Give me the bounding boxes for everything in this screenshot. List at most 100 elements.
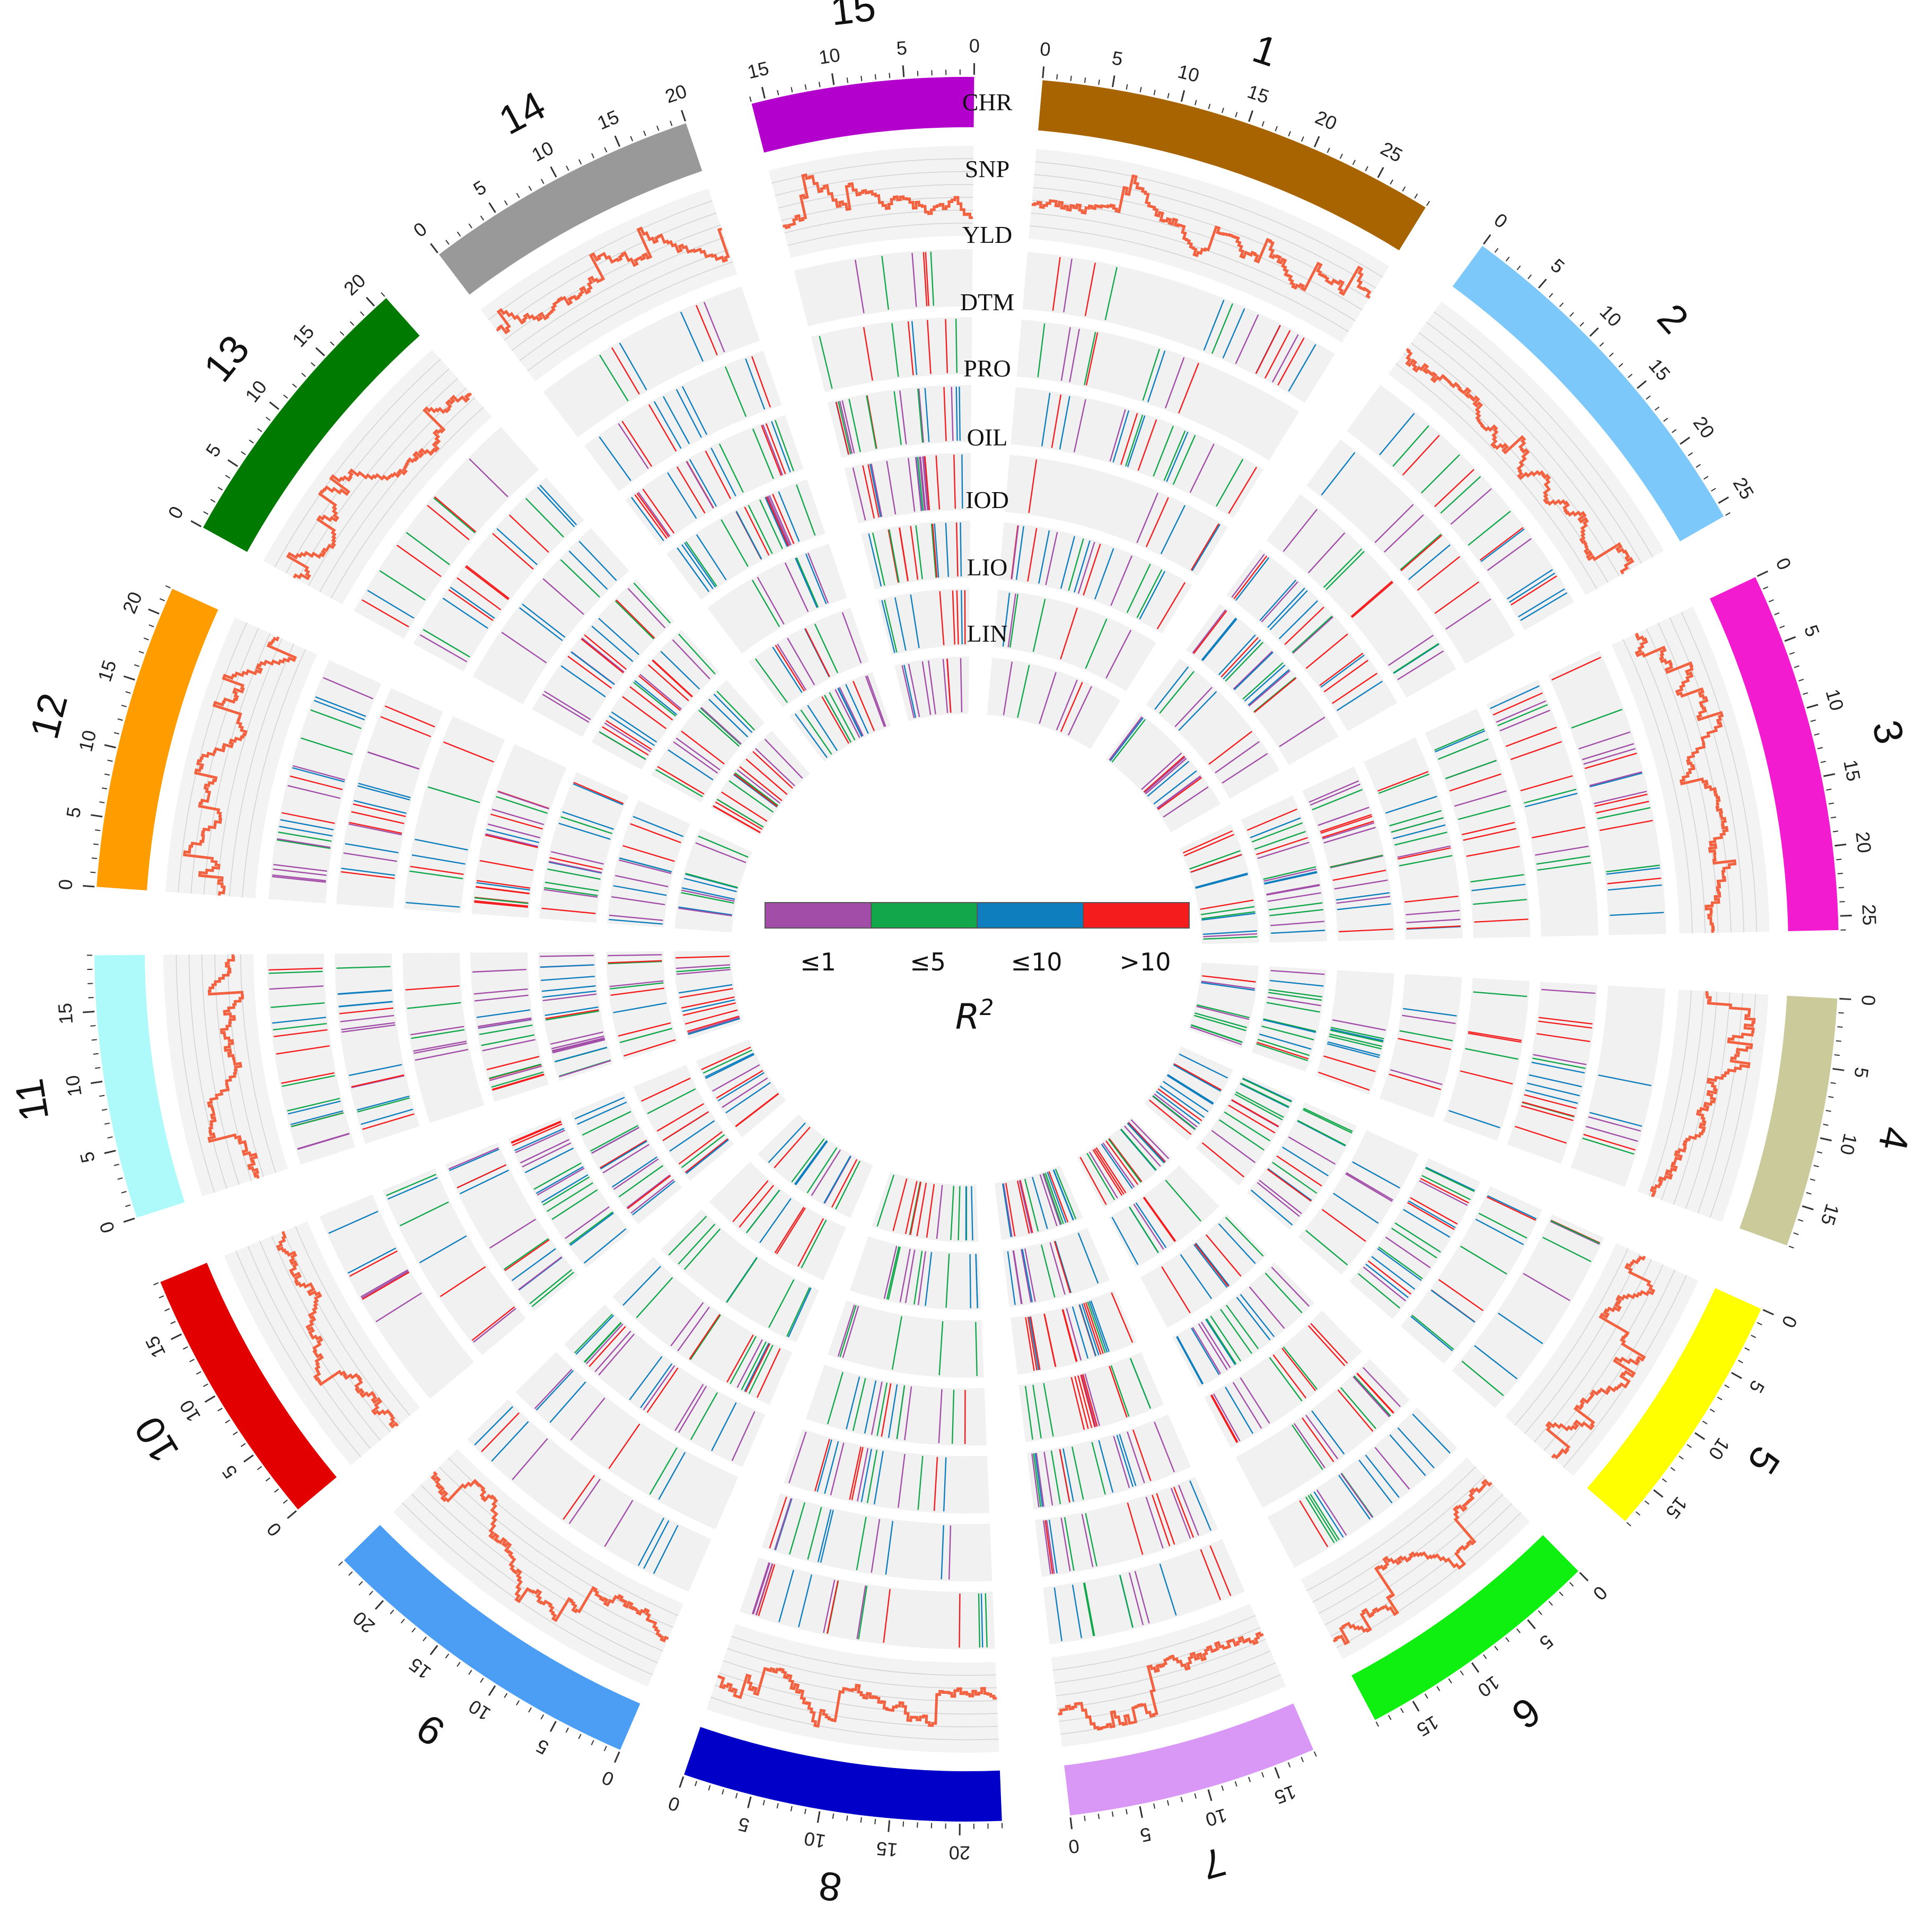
qtl-marker <box>1164 357 1185 409</box>
qtl-marker <box>1206 1234 1242 1277</box>
chromosome-2-tick-label: 15 <box>1645 354 1675 384</box>
qtl-marker <box>958 1186 961 1240</box>
qtl-marker <box>1250 817 1301 838</box>
qtl-marker <box>1157 1088 1202 1122</box>
qtl-marker <box>474 994 529 1002</box>
qtl-marker <box>975 1322 978 1376</box>
qtl-marker <box>1333 1193 1379 1224</box>
qtl-marker <box>876 1175 895 1227</box>
chromosome-1-tick <box>1365 166 1368 172</box>
qtl-marker <box>975 1254 978 1308</box>
qtl-marker <box>1337 903 1391 911</box>
qtl-marker <box>1210 1395 1238 1443</box>
qtl-marker <box>442 598 488 629</box>
qtl-marker <box>545 1010 599 1021</box>
qtl-marker <box>362 1271 410 1300</box>
qtl-marker <box>1232 1381 1262 1429</box>
qtl-marker <box>1043 1382 1054 1437</box>
qtl-marker <box>688 1018 740 1035</box>
qtl-marker <box>570 651 615 685</box>
chromosome-10-tick <box>189 1359 195 1362</box>
qtl-marker <box>1081 1303 1100 1355</box>
chromosome-6-tick <box>1516 1628 1521 1633</box>
chromosome-2-tick <box>1494 248 1499 253</box>
qtl-marker <box>1192 609 1226 653</box>
qtl-marker <box>787 637 815 686</box>
chromosome-9-tick-label: 0 <box>599 1766 617 1791</box>
qtl-marker <box>518 1256 563 1290</box>
qtl-marker <box>871 463 883 517</box>
snp-density-line-3 <box>1635 633 1737 933</box>
qtl-marker <box>1246 808 1297 831</box>
chromosome-3-tick <box>1779 625 1785 628</box>
chromosome-11-tick <box>91 1039 97 1041</box>
qtl-marker <box>888 529 900 583</box>
chromosome-3-tick <box>1836 859 1842 861</box>
qtl-marker <box>1087 1301 1106 1353</box>
chromosome-1-tick <box>1339 153 1343 159</box>
chromosome-11-tick-label: 0 <box>95 1219 119 1236</box>
qtl-marker <box>1033 1453 1042 1507</box>
qtl-marker <box>1038 530 1050 584</box>
qtl-marker <box>835 1160 861 1210</box>
qtl-marker <box>1384 514 1424 553</box>
snp-grid-line <box>1426 321 1642 564</box>
snp-grid-line <box>296 378 458 580</box>
chromosome-14-tick-label: 10 <box>528 137 557 166</box>
qtl-marker <box>734 773 778 807</box>
qtl-marker <box>1157 777 1202 810</box>
qtl-marker <box>904 1249 916 1303</box>
qtl-marker <box>1201 1322 1231 1368</box>
qtl-marker <box>917 457 924 511</box>
qtl-marker <box>482 1039 535 1052</box>
qtl-marker <box>1060 1518 1071 1572</box>
qtl-marker <box>1350 581 1393 617</box>
snp-grid-line <box>488 200 713 320</box>
snp-grid-line <box>504 224 721 341</box>
trait-track-2-bg-7 <box>1034 1476 1218 1577</box>
qtl-marker <box>466 565 510 599</box>
qtl-marker <box>1353 1376 1390 1418</box>
qtl-marker <box>1236 1297 1271 1341</box>
qtl-marker <box>702 1049 752 1074</box>
qtl-marker <box>602 726 649 756</box>
qtl-marker <box>921 661 932 715</box>
qtl-marker <box>923 252 928 307</box>
qtl-marker <box>1020 1180 1033 1233</box>
qtl-marker <box>450 587 495 619</box>
qtl-marker <box>1255 325 1281 374</box>
chromosome-5-tick-label: 5 <box>1745 1377 1769 1396</box>
qtl-marker <box>1152 1494 1171 1546</box>
chromosome-3-tick <box>1810 719 1816 722</box>
qtl-marker <box>1101 1143 1133 1189</box>
trait-track-6-bg-12 <box>607 800 691 928</box>
track-label-iod: IOD <box>965 486 1009 513</box>
qtl-marker <box>1024 1178 1039 1232</box>
snp-density-line-10 <box>276 1231 399 1429</box>
qtl-marker <box>839 401 853 454</box>
qtl-marker <box>1610 912 1664 916</box>
chromosome-1-tick <box>1402 186 1406 192</box>
legend-label-5: ≤5 <box>910 948 946 976</box>
qtl-marker <box>678 907 732 917</box>
qtl-marker <box>1073 399 1086 452</box>
chromosome-13-tick-label: 0 <box>164 503 188 522</box>
trait-track-5-bg-10 <box>570 1091 682 1224</box>
trait-track-1-bg-5 <box>1452 1214 1604 1408</box>
qtl-marker <box>1063 258 1073 313</box>
qtl-marker <box>1327 1041 1381 1056</box>
trait-track-3-bg-9 <box>564 1304 766 1467</box>
qtl-marker <box>1244 664 1286 702</box>
chromosome-1-tick-label: 20 <box>1312 106 1340 135</box>
qtl-marker <box>1092 1149 1123 1196</box>
chromosome-9-tick <box>540 1714 545 1720</box>
qtl-marker <box>911 252 917 307</box>
chromosome-10-tick <box>170 1321 176 1325</box>
snp-grid-line <box>519 249 729 361</box>
qtl-marker <box>315 696 366 718</box>
trait-track-3-bg-7 <box>1026 1414 1191 1510</box>
qtl-marker <box>292 765 345 781</box>
chromosome-2-tick-label: 5 <box>1547 254 1569 277</box>
chromosome-1-tick <box>1414 194 1418 199</box>
qtl-marker <box>1083 1582 1094 1637</box>
